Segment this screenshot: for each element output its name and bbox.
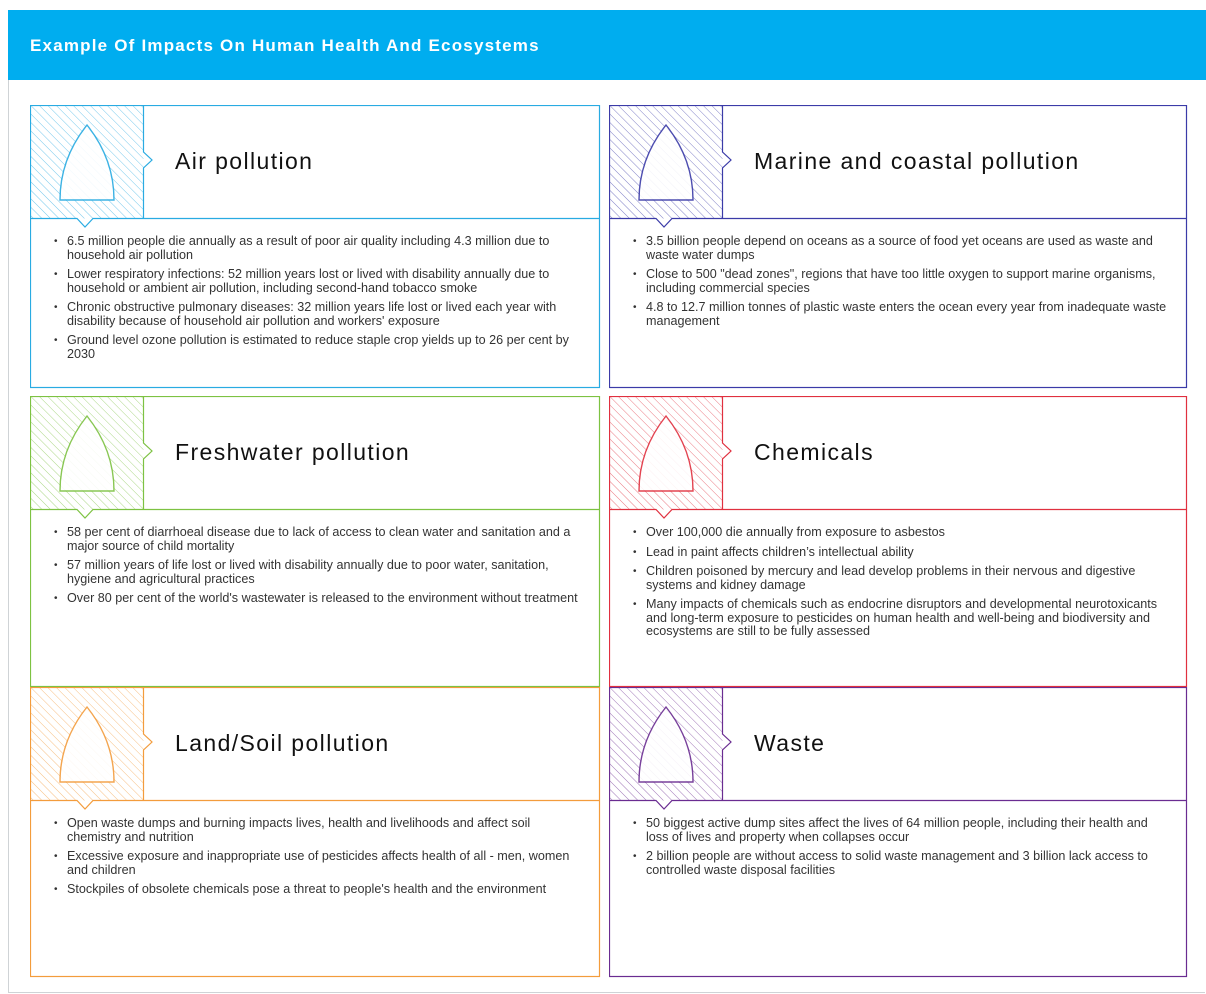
panel: Waste 50 biggest active dump sites affect… bbox=[609, 687, 1187, 977]
bullet-item: Ground level ozone pollution is estimate… bbox=[52, 334, 580, 361]
bullet-item: Close to 500 "dead zones", regions that … bbox=[631, 268, 1167, 295]
bullet-list: 3.5 billion people depend on oceans as a… bbox=[631, 235, 1167, 334]
panel-title: Chemicals bbox=[754, 396, 874, 509]
bullet-item: 4.8 to 12.7 million tonnes of plastic wa… bbox=[631, 301, 1167, 328]
bullet-list: 50 biggest active dump sites affect the … bbox=[631, 817, 1167, 883]
icon-divider bbox=[723, 106, 732, 219]
bullet-item: Chronic obstructive pulmonary diseases: … bbox=[52, 301, 580, 328]
icon-divider bbox=[144, 106, 153, 219]
bullet-item: Lead in paint affects children’s intelle… bbox=[631, 546, 1167, 560]
panel: Chemicals Over 100,000 die annually from … bbox=[609, 396, 1187, 687]
icon-divider bbox=[723, 397, 732, 510]
bullet-item: Excessive exposure and inappropriate use… bbox=[52, 850, 580, 877]
header-divider bbox=[610, 801, 1188, 810]
panel-title: Freshwater pollution bbox=[175, 396, 410, 509]
bullet-item: 6.5 million people die annually as a res… bbox=[52, 235, 580, 262]
panel: Air pollution 6.5 million people die annu… bbox=[30, 105, 600, 388]
bullet-item: Many impacts of chemicals such as endocr… bbox=[631, 598, 1167, 639]
header-divider bbox=[31, 801, 601, 810]
bullet-list: Open waste dumps and burning impacts liv… bbox=[52, 817, 580, 903]
header-divider bbox=[610, 510, 1188, 519]
icon-divider bbox=[144, 397, 153, 510]
bullet-item: Stockpiles of obsolete chemicals pose a … bbox=[52, 883, 580, 897]
header-divider bbox=[31, 219, 601, 228]
panel-title: Waste bbox=[754, 687, 825, 800]
bullet-item: Children poisoned by mercury and lead de… bbox=[631, 565, 1167, 592]
bullet-item: Lower respiratory infections: 52 million… bbox=[52, 268, 580, 295]
bullet-item: Open waste dumps and burning impacts liv… bbox=[52, 817, 580, 844]
header-bar: Example Of Impacts On Human Health And E… bbox=[8, 10, 1206, 80]
page: Example Of Impacts On Human Health And E… bbox=[0, 0, 1206, 994]
bullet-list: 6.5 million people die annually as a res… bbox=[52, 235, 580, 367]
icon-divider bbox=[144, 688, 153, 801]
bullet-item: 57 million years of life lost or lived w… bbox=[52, 559, 580, 586]
bullet-item: 50 biggest active dump sites affect the … bbox=[631, 817, 1167, 844]
bullet-item: 2 billion people are without access to s… bbox=[631, 850, 1167, 877]
panel: Marine and coastal pollution 3.5 billion … bbox=[609, 105, 1187, 388]
header-divider bbox=[31, 510, 601, 519]
bullet-item: Over 100,000 die annually from exposure … bbox=[631, 526, 1167, 540]
header-divider bbox=[610, 219, 1188, 228]
bullet-item: Over 80 per cent of the world's wastewat… bbox=[52, 592, 580, 606]
panel-title: Land/Soil pollution bbox=[175, 687, 390, 800]
bullet-list: Over 100,000 die annually from exposure … bbox=[631, 526, 1167, 645]
bullet-item: 3.5 billion people depend on oceans as a… bbox=[631, 235, 1167, 262]
bullet-item: 58 per cent of diarrhoeal disease due to… bbox=[52, 526, 580, 553]
panel-title: Air pollution bbox=[175, 105, 313, 218]
header-title: Example Of Impacts On Human Health And E… bbox=[30, 36, 540, 56]
icon-divider bbox=[723, 688, 732, 801]
panel: Land/Soil pollution Open waste dumps and … bbox=[30, 687, 600, 977]
bullet-list: 58 per cent of diarrhoeal disease due to… bbox=[52, 526, 580, 612]
panel-title: Marine and coastal pollution bbox=[754, 105, 1080, 218]
panel: Freshwater pollution 58 per cent of diarr… bbox=[30, 396, 600, 687]
